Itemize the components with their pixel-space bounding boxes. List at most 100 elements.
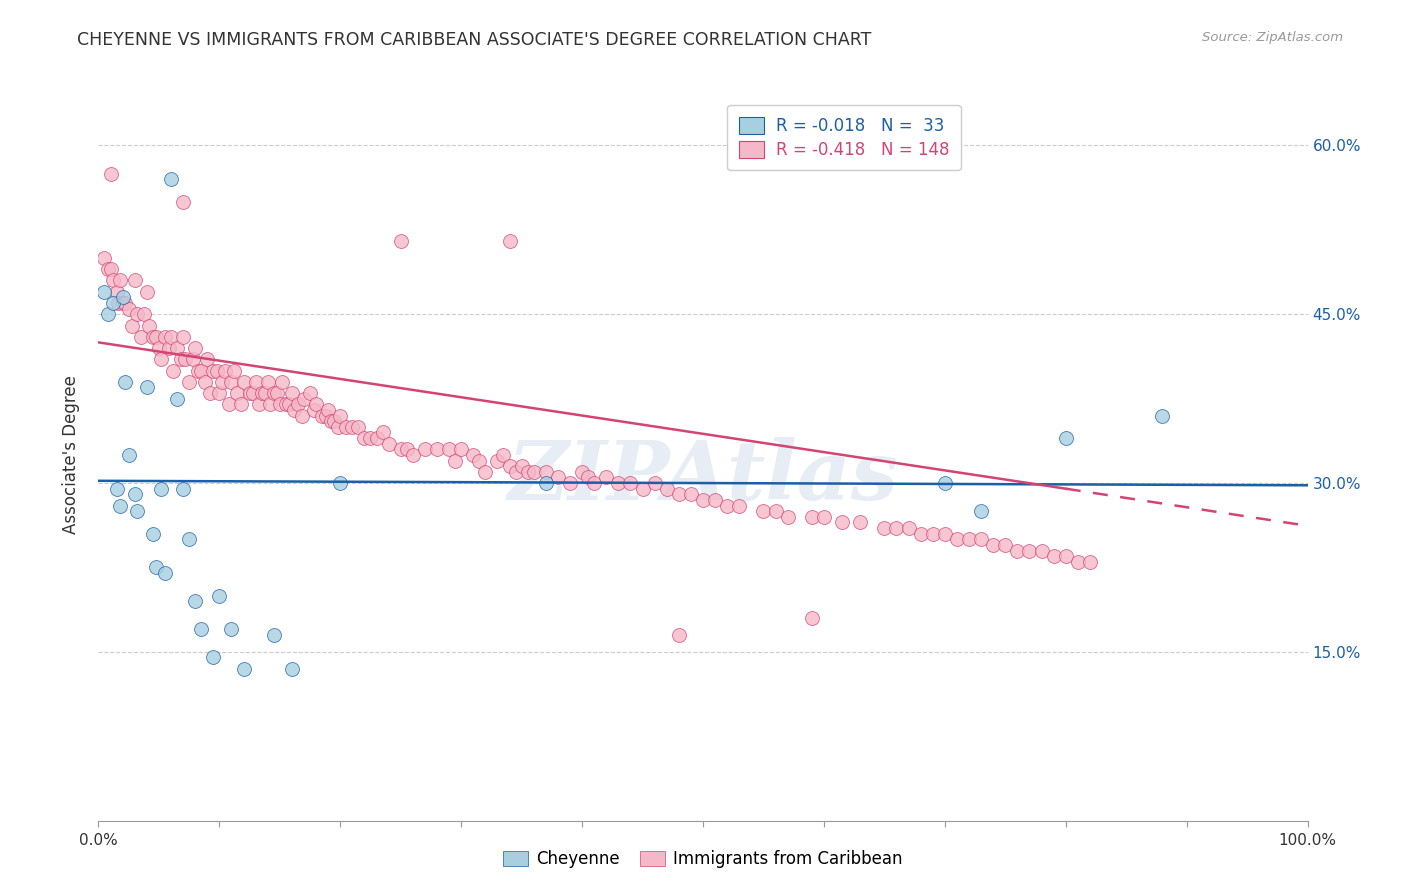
Point	[118, 301, 141, 316]
Point	[239, 386, 262, 401]
Point	[274, 397, 297, 411]
Point	[111, 290, 134, 304]
Point	[607, 476, 630, 491]
Point	[181, 352, 204, 367]
Point	[278, 397, 301, 411]
Point	[692, 492, 714, 507]
Point	[498, 459, 520, 474]
Point	[831, 516, 853, 530]
Point	[100, 167, 122, 181]
Point	[169, 352, 191, 367]
Point	[202, 650, 225, 665]
Point	[172, 330, 194, 344]
Point	[463, 448, 485, 462]
Point	[347, 419, 370, 434]
Point	[105, 285, 128, 299]
Point	[134, 307, 156, 321]
Point	[323, 414, 346, 428]
Point	[190, 623, 212, 637]
Point	[311, 409, 333, 423]
Point	[576, 470, 599, 484]
Point	[259, 397, 281, 411]
Point	[583, 476, 606, 491]
Legend: Cheyenne, Immigrants from Caribbean: Cheyenne, Immigrants from Caribbean	[496, 844, 910, 875]
Point	[281, 662, 304, 676]
Point	[226, 386, 249, 401]
Point	[202, 363, 225, 377]
Point	[287, 397, 309, 411]
Point	[523, 465, 546, 479]
Point	[101, 296, 124, 310]
Point	[190, 363, 212, 377]
Point	[121, 318, 143, 333]
Point	[107, 296, 129, 310]
Point	[776, 509, 799, 524]
Point	[921, 526, 943, 541]
Point	[704, 492, 727, 507]
Point	[172, 194, 194, 209]
Point	[970, 533, 993, 547]
Point	[135, 285, 157, 299]
Point	[218, 397, 240, 411]
Point	[1007, 543, 1029, 558]
Point	[389, 234, 412, 248]
Point	[981, 538, 1004, 552]
Text: ZIPAtlas: ZIPAtlas	[508, 437, 898, 516]
Point	[498, 234, 520, 248]
Point	[492, 448, 515, 462]
Point	[195, 352, 218, 367]
Point	[679, 487, 702, 501]
Point	[319, 414, 342, 428]
Point	[728, 499, 751, 513]
Point	[174, 352, 197, 367]
Point	[194, 375, 217, 389]
Point	[245, 375, 267, 389]
Point	[127, 307, 149, 321]
Point	[897, 521, 920, 535]
Point	[157, 341, 180, 355]
Point	[468, 453, 491, 467]
Point	[316, 403, 339, 417]
Point	[281, 386, 304, 401]
Point	[765, 504, 787, 518]
Point	[114, 296, 136, 310]
Point	[655, 482, 678, 496]
Point	[162, 363, 184, 377]
Point	[271, 375, 294, 389]
Point	[558, 476, 581, 491]
Point	[93, 285, 115, 299]
Point	[105, 482, 128, 496]
Point	[172, 482, 194, 496]
Point	[150, 482, 173, 496]
Point	[222, 363, 245, 377]
Point	[100, 262, 122, 277]
Point	[437, 442, 460, 457]
Point	[145, 560, 167, 574]
Point	[474, 465, 496, 479]
Point	[873, 521, 896, 535]
Point	[1018, 543, 1040, 558]
Point	[329, 476, 352, 491]
Point	[505, 465, 527, 479]
Point	[1054, 549, 1077, 564]
Point	[595, 470, 617, 484]
Point	[214, 363, 236, 377]
Point	[970, 504, 993, 518]
Point	[716, 499, 738, 513]
Point	[800, 509, 823, 524]
Point	[187, 363, 209, 377]
Point	[221, 623, 243, 637]
Point	[329, 409, 352, 423]
Point	[395, 442, 418, 457]
Point	[486, 453, 509, 467]
Point	[934, 526, 956, 541]
Point	[166, 392, 188, 406]
Point	[221, 375, 243, 389]
Point	[1031, 543, 1053, 558]
Point	[668, 487, 690, 501]
Point	[619, 476, 641, 491]
Point	[444, 453, 467, 467]
Point	[1042, 549, 1064, 564]
Point	[97, 262, 120, 277]
Point	[800, 611, 823, 625]
